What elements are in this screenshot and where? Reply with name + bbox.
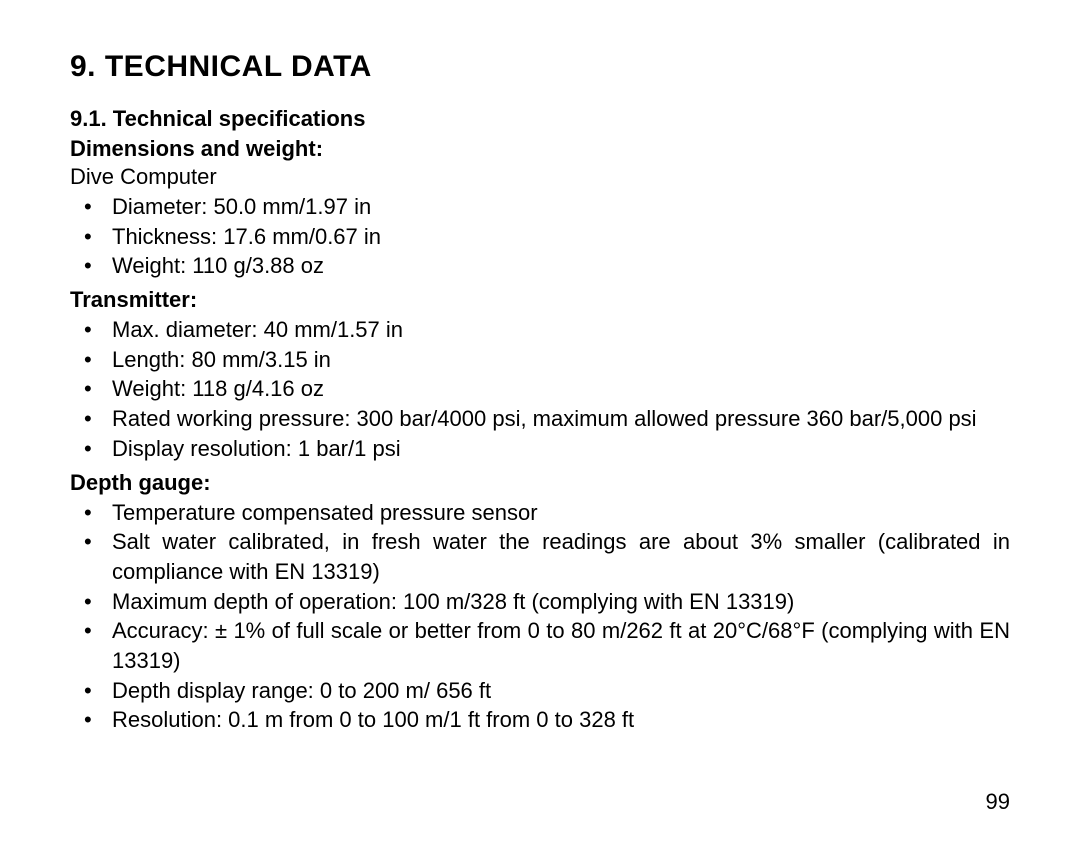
dimensions-heading: Dimensions and weight:: [70, 136, 1010, 162]
page-number: 99: [986, 789, 1010, 815]
spec-item: Rated working pressure: 300 bar/4000 psi…: [70, 404, 1010, 434]
spec-item: Depth display range: 0 to 200 m/ 656 ft: [70, 676, 1010, 706]
spec-item: Length: 80 mm/3.15 in: [70, 345, 1010, 375]
spec-item: Max. diameter: 40 mm/1.57 in: [70, 315, 1010, 345]
spec-item: Diameter: 50.0 mm/1.97 in: [70, 192, 1010, 222]
chapter-title: 9. TECHNICAL DATA: [70, 50, 1010, 84]
spec-item: Weight: 110 g/3.88 oz: [70, 251, 1010, 281]
spec-item: Salt water calibrated, in fresh water th…: [70, 527, 1010, 586]
spec-item: Accuracy: ± 1% of full scale or better f…: [70, 616, 1010, 675]
document-page: 9. TECHNICAL DATA 9.1. Technical specifi…: [0, 0, 1080, 855]
spec-item: Temperature compensated pressure sensor: [70, 498, 1010, 528]
depth-gauge-specs-list: Temperature compensated pressure sensor …: [70, 498, 1010, 736]
spec-item: Thickness: 17.6 mm/0.67 in: [70, 222, 1010, 252]
spec-item: Resolution: 0.1 m from 0 to 100 m/1 ft f…: [70, 705, 1010, 735]
spec-item: Display resolution: 1 bar/1 psi: [70, 434, 1010, 464]
transmitter-specs-list: Max. diameter: 40 mm/1.57 in Length: 80 …: [70, 315, 1010, 463]
depth-gauge-heading: Depth gauge:: [70, 470, 1010, 496]
dive-computer-label: Dive Computer: [70, 164, 1010, 190]
dive-computer-specs-list: Diameter: 50.0 mm/1.97 in Thickness: 17.…: [70, 192, 1010, 281]
subsection-title: 9.1. Technical specifications: [70, 106, 1010, 132]
transmitter-heading: Transmitter:: [70, 287, 1010, 313]
spec-item: Maximum depth of operation: 100 m/328 ft…: [70, 587, 1010, 617]
spec-item: Weight: 118 g/4.16 oz: [70, 374, 1010, 404]
